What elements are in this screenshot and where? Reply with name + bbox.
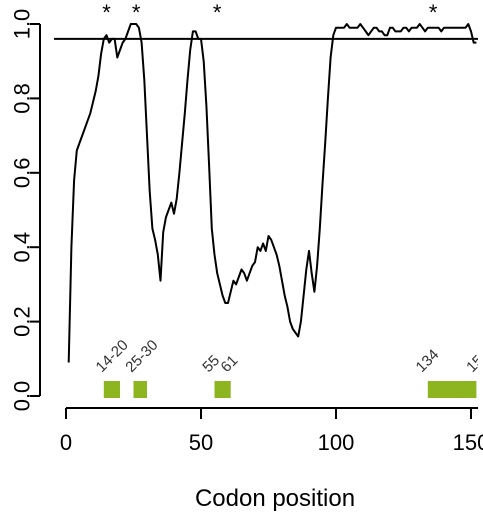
significance-marker-3: * xyxy=(429,0,438,25)
region-bar-3 xyxy=(428,381,477,398)
region-label-3-b: 152 xyxy=(463,346,483,376)
x-tick-label-0: 0 xyxy=(60,430,72,455)
x-tick-label-3: 150 xyxy=(453,430,483,455)
y-tick-label-5: 1.0 xyxy=(10,9,35,40)
region-label-0: 14-20 xyxy=(93,337,132,376)
series-line xyxy=(69,24,477,363)
x-axis-label: Codon position xyxy=(195,485,355,512)
region-label-3-a: 134 xyxy=(413,346,443,376)
region-bar-0 xyxy=(104,381,120,398)
significance-marker-0: * xyxy=(102,0,111,25)
region-label-1: 25-30 xyxy=(122,337,161,376)
y-tick-label-3: 0.6 xyxy=(10,158,35,189)
x-axis: 0 50 100 150 xyxy=(60,408,483,455)
x-tick-label-1: 50 xyxy=(189,430,213,455)
region-label-2-b: 61 xyxy=(218,352,242,376)
y-tick-label-1: 0.2 xyxy=(10,306,35,337)
significance-marker-1: * xyxy=(132,0,141,25)
region-bar-1 xyxy=(134,381,148,398)
significance-marker-2: * xyxy=(213,0,222,25)
y-tick-label-0: 0.0 xyxy=(10,381,35,412)
region-bar-2 xyxy=(215,381,231,398)
y-tick-label-4: 0.8 xyxy=(10,83,35,114)
y-axis: 0.0 0.2 0.4 0.6 0.8 1.0 xyxy=(10,9,41,412)
y-tick-label-2: 0.4 xyxy=(10,232,35,263)
x-tick-label-2: 100 xyxy=(318,430,355,455)
